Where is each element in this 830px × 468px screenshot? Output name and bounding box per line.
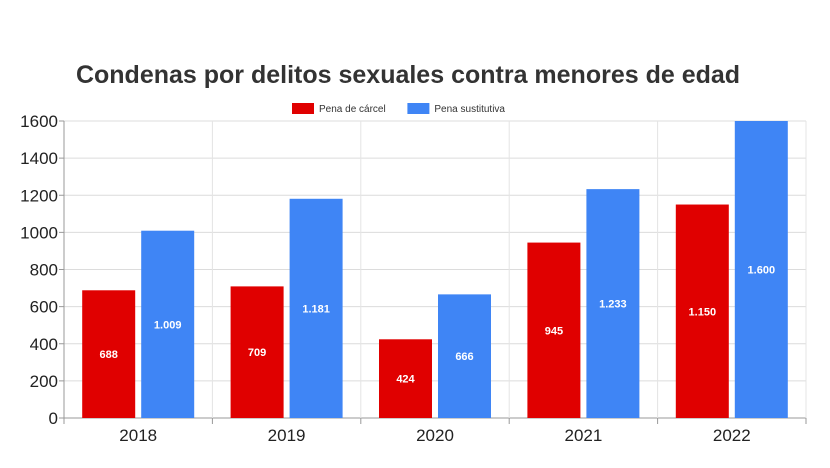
x-tick-label: 2022 bbox=[713, 426, 751, 445]
y-tick-label: 0 bbox=[49, 409, 58, 428]
x-axis: 2018 2019 2020 2021 2022 bbox=[63, 418, 807, 445]
bar-pena-sustitutiva bbox=[141, 230, 195, 418]
bar-pena-de-carcel bbox=[379, 339, 432, 418]
bar-pena-de-carcel bbox=[82, 290, 136, 418]
bar-data-label: 1.150 bbox=[689, 306, 717, 318]
bar-pena-sustitutiva bbox=[734, 121, 788, 418]
legend-label: Pena sustitutiva bbox=[434, 104, 505, 115]
bar-pena-de-carcel bbox=[527, 242, 581, 418]
y-tick-label: 800 bbox=[30, 261, 58, 280]
bar-pena-sustitutiva bbox=[438, 294, 491, 418]
bars bbox=[82, 121, 788, 418]
bar-pena-de-carcel bbox=[230, 286, 284, 418]
bar-data-label: 1.233 bbox=[599, 299, 627, 311]
bar-data-label: 688 bbox=[100, 349, 118, 361]
data-labels: 688 1.009 709 1.181 424 666 945 1.233 1.150 1.600 bbox=[100, 265, 776, 386]
y-tick-label: 400 bbox=[30, 335, 58, 354]
legend: Pena de cárcel Pena sustitutiva bbox=[292, 103, 505, 115]
bar-pena-de-carcel bbox=[675, 204, 729, 418]
bar-data-label: 709 bbox=[248, 347, 266, 359]
bar-data-label: 424 bbox=[396, 374, 415, 386]
bar-data-label: 666 bbox=[455, 351, 473, 363]
y-tick-label: 1400 bbox=[20, 149, 58, 168]
bar-pena-sustitutiva bbox=[586, 189, 640, 418]
x-tick-label: 2020 bbox=[416, 426, 454, 445]
bar-pena-sustitutiva bbox=[289, 198, 343, 418]
chart-title: Condenas por delitos sexuales contra men… bbox=[76, 61, 740, 89]
y-tick-label: 1000 bbox=[20, 223, 58, 242]
bar-data-label: 1.181 bbox=[302, 303, 330, 315]
legend-swatch bbox=[292, 103, 314, 114]
bar-data-label: 945 bbox=[545, 325, 563, 337]
x-tick-label: 2021 bbox=[564, 426, 602, 445]
y-tick-label: 200 bbox=[30, 372, 58, 391]
x-tick-label: 2019 bbox=[268, 426, 306, 445]
y-tick-label: 600 bbox=[30, 298, 58, 317]
y-tick-label: 1600 bbox=[20, 112, 58, 131]
bar-data-label: 1.600 bbox=[748, 265, 776, 277]
legend-swatch bbox=[407, 103, 430, 114]
x-tick-label: 2018 bbox=[119, 426, 157, 445]
bar-data-label: 1.009 bbox=[154, 319, 182, 331]
y-axis: 0 200 400 600 800 1000 1200 1400 1600 bbox=[20, 112, 65, 428]
legend-label: Pena de cárcel bbox=[319, 104, 386, 115]
y-tick-label: 1200 bbox=[20, 186, 58, 205]
